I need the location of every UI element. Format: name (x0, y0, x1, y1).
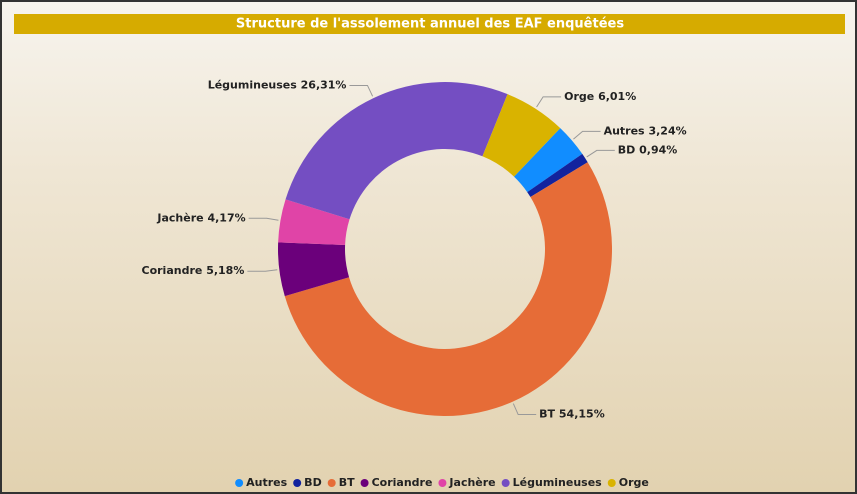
label-category: Coriandre (142, 264, 203, 277)
data-label: Jachère 4,17% (156, 211, 245, 224)
data-label: Orge 6,01% (564, 90, 636, 103)
label-category: Autres (604, 124, 645, 137)
label-value: 26,31% (301, 78, 347, 91)
data-label: Coriandre 5,18% (142, 264, 245, 277)
legend-label: Légumineuses (513, 476, 603, 489)
chart-title: Structure de l'assolement annuel des EAF… (236, 17, 624, 32)
label-category: Jachère (156, 211, 203, 224)
legend-swatch (502, 479, 510, 487)
legend-swatch (361, 479, 369, 487)
legend-swatch (608, 479, 616, 487)
legend-swatch (235, 479, 243, 487)
chart: Structure de l'assolement annuel des EAF… (0, 0, 857, 494)
label-category: BT (539, 408, 555, 421)
label-value: 0,94% (639, 143, 677, 156)
label-category: BD (618, 143, 636, 156)
label-value: 6,01% (598, 90, 636, 103)
legend-swatch (293, 479, 301, 487)
label-value: 54,15% (559, 408, 605, 421)
legend-label: BT (339, 476, 355, 489)
data-label: Autres 3,24% (604, 124, 687, 137)
background (1, 1, 856, 493)
data-label: BT 54,15% (539, 408, 605, 421)
legend-swatch (438, 479, 446, 487)
label-category: Orge (564, 90, 594, 103)
label-value: 5,18% (206, 264, 244, 277)
label-value: 3,24% (648, 124, 686, 137)
legend-label: Jachère (448, 476, 495, 489)
data-label: BD 0,94% (618, 143, 678, 156)
legend-label: Orge (619, 476, 649, 489)
legend-label: Coriandre (372, 476, 433, 489)
label-value: 4,17% (207, 211, 245, 224)
label-category: Légumineuses (208, 78, 298, 91)
legend-swatch (328, 479, 336, 487)
legend-label: Autres (246, 476, 287, 489)
legend-label: BD (304, 476, 322, 489)
data-label: Légumineuses 26,31% (208, 78, 347, 91)
